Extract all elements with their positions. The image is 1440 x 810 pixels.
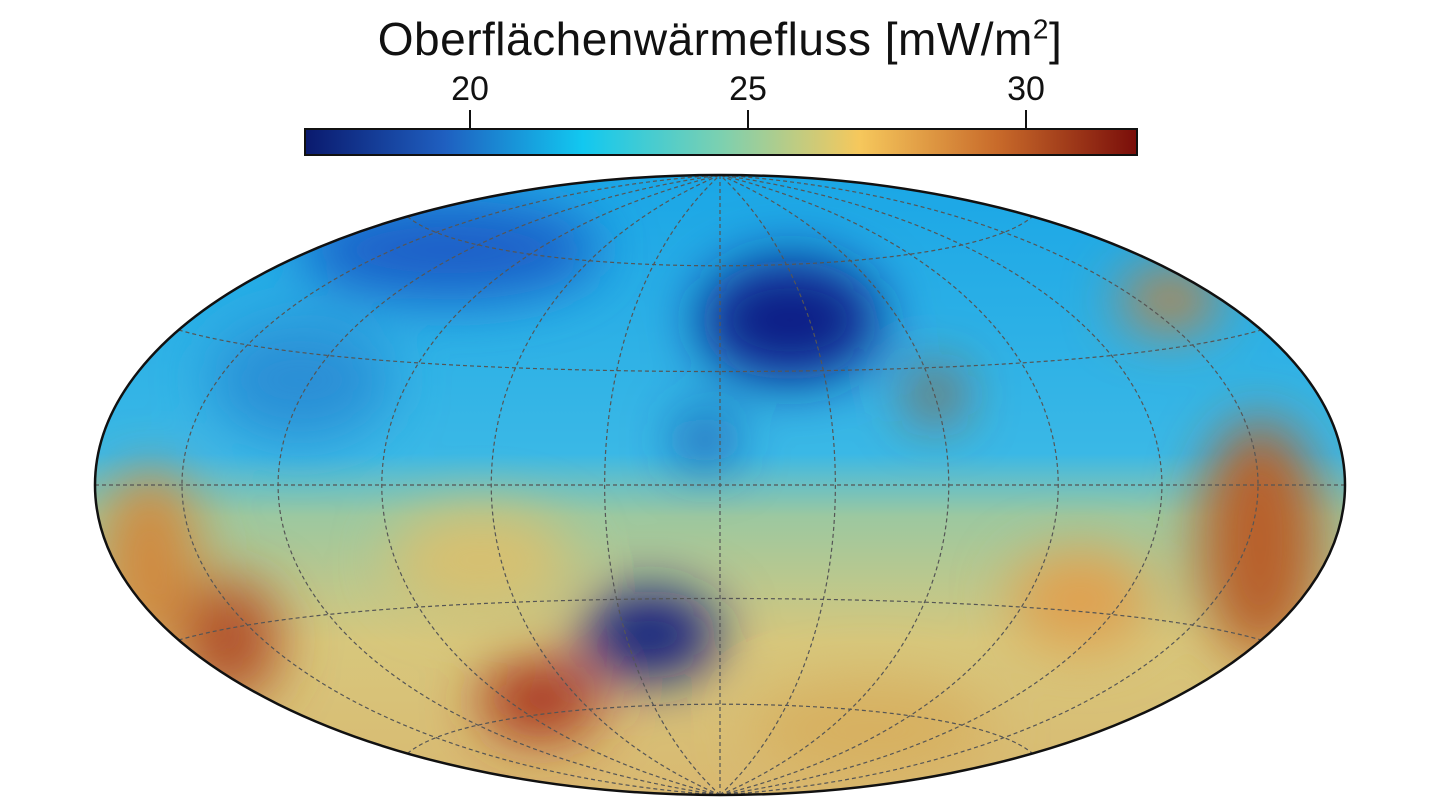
heat-flow-region xyxy=(100,470,200,650)
map-surface xyxy=(95,175,1345,795)
heat-flow-region xyxy=(1010,550,1150,650)
map-outline xyxy=(93,173,1347,797)
colorbar-tick-label-30: 30 xyxy=(1007,70,1045,108)
colorbar-tick-30 xyxy=(1025,110,1027,128)
colorbar xyxy=(304,128,1138,156)
colorbar-title: Oberflächenwärmefluss [mW/m2] xyxy=(0,12,1440,66)
colorbar-tick-20 xyxy=(469,110,471,128)
colorbar-tick-25 xyxy=(747,110,749,128)
heat-flow-region xyxy=(300,200,600,300)
colorbar-title-superscript: 2 xyxy=(1032,13,1049,45)
heat-flow-region xyxy=(580,590,720,680)
parallel-line xyxy=(407,703,1033,754)
heat-flow-region xyxy=(480,660,600,740)
parallel-line xyxy=(407,216,1033,267)
heat-flow-region xyxy=(1200,420,1320,660)
colorbar-title-bracket: ] xyxy=(1048,13,1063,65)
meridian-line xyxy=(719,175,1259,795)
meridian-line xyxy=(181,175,721,795)
heat-flow-region xyxy=(680,415,730,465)
colorbar-tick-label-25: 25 xyxy=(729,70,767,108)
colorbar-title-text: Oberflächenwärmefluss [mW/m xyxy=(377,13,1033,65)
heat-flow-region xyxy=(210,320,390,440)
meridian-line xyxy=(719,175,1059,795)
heat-flow-region xyxy=(750,680,990,780)
heat-flow-region xyxy=(390,510,570,610)
colorbar-tick-label-20: 20 xyxy=(451,70,489,108)
heat-flow-region xyxy=(700,260,880,380)
heat-flow-region xyxy=(1120,270,1220,330)
